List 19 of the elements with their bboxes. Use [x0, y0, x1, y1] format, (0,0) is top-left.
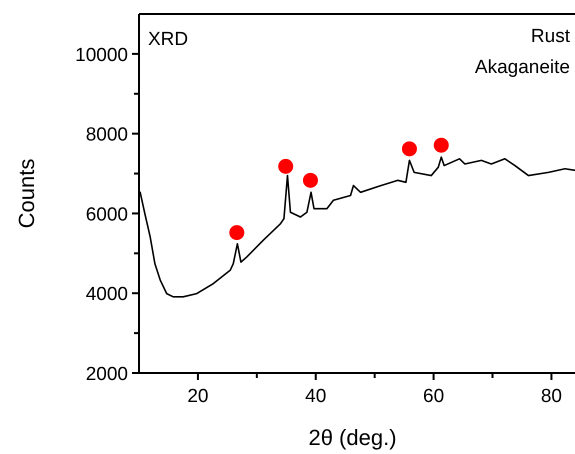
- annotation: Akaganeite: [474, 57, 570, 78]
- x-axis-title: 2θ (deg.): [308, 425, 397, 450]
- y-tick-label: 10000: [75, 44, 128, 66]
- x-tick-label: 20: [187, 386, 208, 407]
- x-tick-label: 40: [305, 386, 326, 407]
- y-tick-label: 8000: [86, 124, 128, 146]
- point: [278, 158, 294, 174]
- point: [302, 172, 318, 188]
- annotation: Rust: [530, 26, 571, 47]
- annotation: XRD: [148, 29, 188, 50]
- point: [402, 141, 417, 156]
- x-tick-label: 80: [540, 386, 562, 407]
- y-tick-label: 6000: [86, 204, 128, 226]
- x-tick-label: 60: [423, 386, 444, 407]
- point: [229, 225, 244, 240]
- y-tick-label: 4000: [86, 284, 128, 306]
- point: [434, 138, 449, 153]
- y-axis-title: Counts: [14, 158, 39, 228]
- y-tick-label: 2000: [86, 364, 128, 385]
